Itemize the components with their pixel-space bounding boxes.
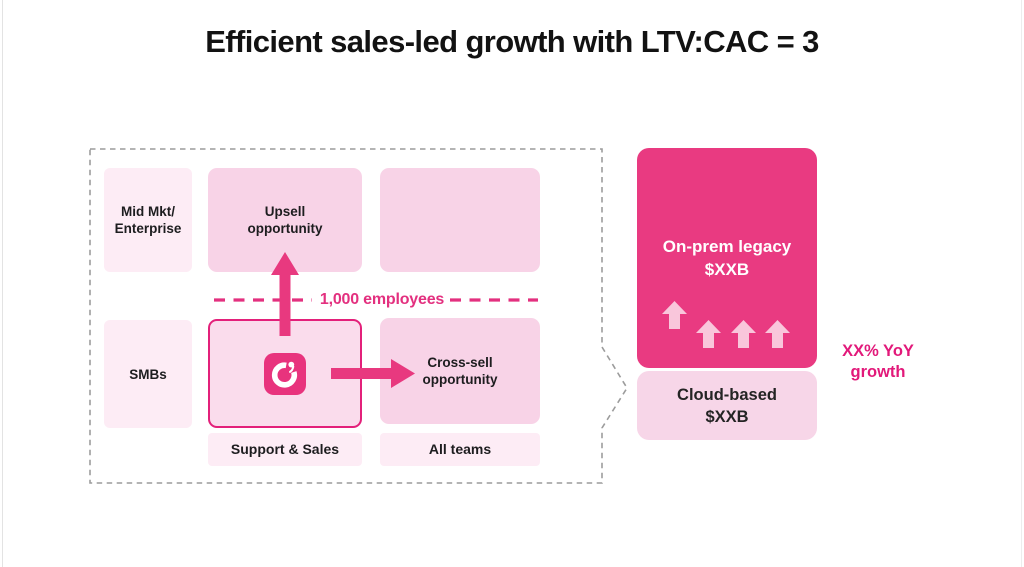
segment-smbs: SMBs [104,320,192,428]
o-swoosh-logo-icon [264,352,306,395]
threshold-label: 1,000 employees [319,291,445,308]
yoy-growth-label: XX% YoY growth [842,342,914,381]
on-prem-legacy-label: On-prem legacy $XXB [662,237,792,279]
on-prem-legacy-box: On-prem legacy $XXB [637,148,817,368]
segment-midmkt-enterprise: Mid Mkt/ Enterprise [104,168,192,272]
dashed-frame [89,148,628,484]
growth-arrow-icon [765,320,790,348]
slide-left-edge [2,0,3,567]
cloud-based-label: Cloud-based $XXB [677,385,777,426]
cross-sell-arrow-icon [331,359,415,388]
growth-arrow-icon [731,320,756,348]
cloud-based-box: Cloud-based $XXB [637,371,817,440]
threshold-dashed-line [214,298,538,302]
slide-right-edge [1021,0,1022,567]
empty-cell-box [380,168,540,272]
upsell-arrow-icon [271,252,299,336]
team-label-support-sales: Support & Sales [208,433,362,466]
growth-arrow-icon [696,320,721,348]
team-label-all-teams: All teams [380,433,540,466]
slide-title: Efficient sales-led growth with LTV:CAC … [205,24,819,59]
growth-arrow-icon [662,301,687,329]
